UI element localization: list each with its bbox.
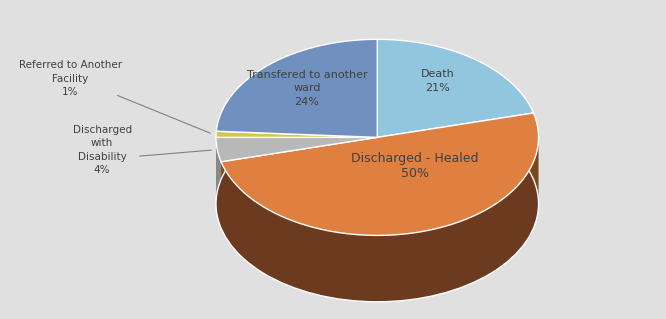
Polygon shape	[221, 137, 539, 302]
Text: Transfered to another
ward
24%: Transfered to another ward 24%	[246, 70, 367, 107]
Polygon shape	[216, 137, 221, 228]
Polygon shape	[216, 131, 377, 137]
Text: Discharged
with
Disability
4%: Discharged with Disability 4%	[73, 125, 132, 175]
Polygon shape	[216, 39, 377, 137]
Text: Referred to Another
Facility
1%: Referred to Another Facility 1%	[19, 60, 122, 97]
Polygon shape	[377, 39, 533, 137]
Text: Death
21%: Death 21%	[421, 70, 455, 93]
Ellipse shape	[216, 106, 539, 302]
Polygon shape	[216, 137, 377, 162]
Polygon shape	[221, 113, 539, 235]
Text: Discharged - Healed
50%: Discharged - Healed 50%	[352, 152, 479, 180]
